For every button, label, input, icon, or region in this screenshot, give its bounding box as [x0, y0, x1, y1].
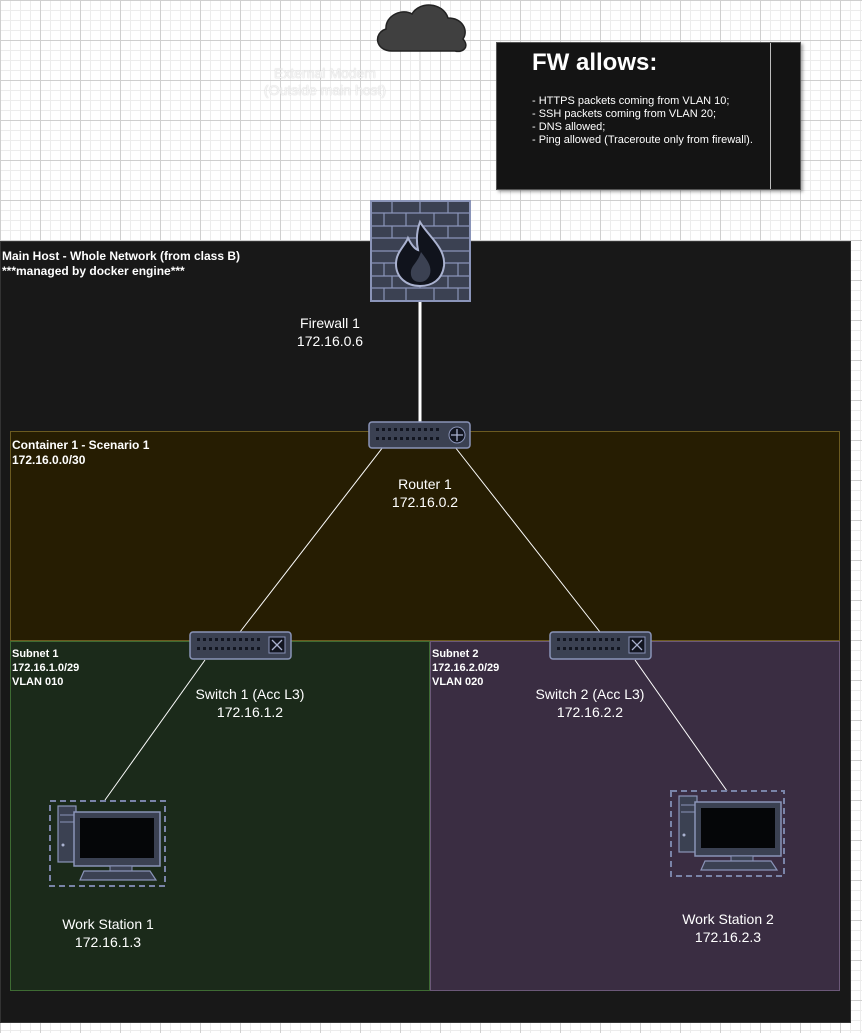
- firewall-name: Firewall 1: [300, 315, 360, 331]
- router-icon: [368, 421, 471, 449]
- main-host-title: Main Host - Whole Network (from class B)…: [2, 249, 241, 278]
- modem-label: External Modem (Outside main host): [240, 65, 410, 99]
- workstation-1-label: Work Station 1 172.16.1.3: [38, 915, 178, 951]
- firewall-rule: - SSH packets coming from VLAN 20;: [532, 108, 717, 120]
- subnet-2-label: Subnet 2 172.16.2.0/29 VLAN 020: [432, 648, 500, 688]
- router-name: Router 1: [398, 476, 452, 492]
- firewall-rules-list: - HTTPS packets coming from VLAN 10; - S…: [532, 95, 764, 147]
- switch-2-icon: [549, 631, 652, 660]
- workstation-2-icon: [670, 790, 785, 877]
- firewall-ip: 172.16.0.6: [296, 333, 364, 349]
- switch-2-name: Switch 2 (Acc L3): [535, 686, 645, 702]
- switch-1-icon: [189, 631, 292, 660]
- firewall-rule: - DNS allowed;: [532, 121, 606, 133]
- switch-1-ip: 172.16.1.2: [216, 704, 284, 720]
- firewall-label: Firewall 1 172.16.0.6: [260, 314, 400, 350]
- firewall-rule: - Ping allowed (Traceroute only from fir…: [532, 134, 753, 146]
- workstation-1-icon: [49, 800, 166, 887]
- firewall-rules-note: FW allows: - HTTPS packets coming from V…: [496, 42, 801, 190]
- modem-note: (Outside main host): [263, 82, 387, 98]
- switch-2-ip: 172.16.2.2: [556, 704, 624, 720]
- link-switch1-ws1: [104, 659, 206, 801]
- link-router-switch2: [454, 446, 601, 633]
- workstation-1-ip: 172.16.1.3: [74, 934, 142, 950]
- switch-1-label: Switch 1 (Acc L3) 172.16.1.2: [170, 685, 330, 721]
- link-router-switch1: [239, 446, 384, 633]
- cloud-icon: [376, 4, 467, 53]
- container-1-label: Container 1 - Scenario 1 172.16.0.0/30: [12, 438, 150, 467]
- firewall-rule: - HTTPS packets coming from VLAN 10;: [532, 95, 730, 107]
- workstation-2-name: Work Station 2: [682, 911, 774, 927]
- connection-lines: [104, 40, 728, 801]
- router-ip: 172.16.0.2: [391, 494, 459, 510]
- workstation-2-label: Work Station 2 172.16.2.3: [658, 910, 798, 946]
- link-switch2-ws2: [634, 659, 728, 792]
- firewall-icon: [370, 200, 471, 302]
- modem-name: External Modem: [274, 65, 376, 81]
- container-1-box: [10, 431, 840, 641]
- router-label: Router 1 172.16.0.2: [355, 475, 495, 511]
- subnet-1-label: Subnet 1 172.16.1.0/29 VLAN 010: [12, 648, 80, 688]
- switch-2-label: Switch 2 (Acc L3) 172.16.2.2: [510, 685, 670, 721]
- note-divider: [770, 43, 771, 189]
- switch-1-name: Switch 1 (Acc L3): [195, 686, 305, 702]
- workstation-1-name: Work Station 1: [62, 916, 154, 932]
- workstation-2-ip: 172.16.2.3: [694, 929, 762, 945]
- firewall-rules-title: FW allows:: [532, 49, 658, 76]
